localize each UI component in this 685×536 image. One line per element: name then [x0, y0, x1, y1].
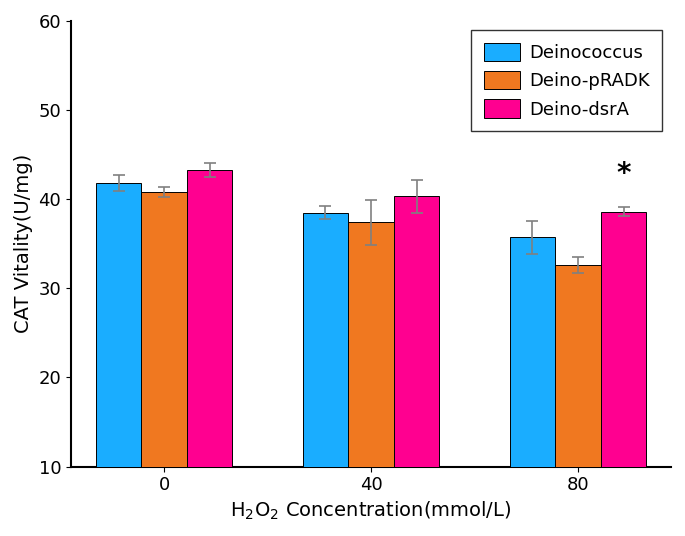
Bar — [96, 183, 141, 466]
Bar — [601, 212, 646, 466]
Text: *: * — [616, 160, 631, 188]
Bar — [187, 170, 232, 466]
Legend: Deinococcus, Deino-pRADK, Deino-dsrA: Deinococcus, Deino-pRADK, Deino-dsrA — [471, 30, 662, 131]
Y-axis label: CAT Vitality(U/mg): CAT Vitality(U/mg) — [14, 154, 33, 333]
Bar — [303, 212, 348, 466]
Bar — [510, 237, 556, 466]
Bar — [394, 197, 439, 466]
Bar — [141, 192, 187, 466]
X-axis label: H$_2$O$_2$ Concentration(mmol/L): H$_2$O$_2$ Concentration(mmol/L) — [230, 500, 512, 522]
Bar — [348, 222, 394, 466]
Bar — [556, 265, 601, 466]
